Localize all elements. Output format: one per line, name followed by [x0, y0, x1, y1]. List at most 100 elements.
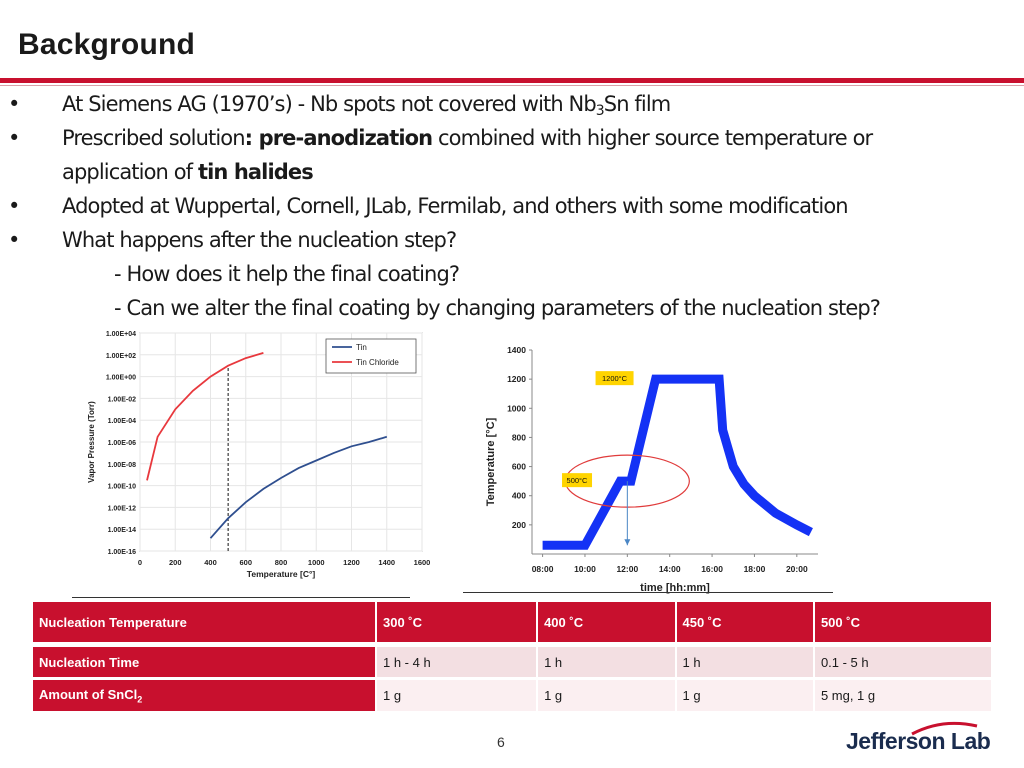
- y-tick-label: 1.00E-06: [108, 440, 137, 447]
- table-header-row: Nucleation Temperature 300 ˚C 400 ˚C 450…: [33, 602, 993, 647]
- table-row-label: Nucleation Time: [33, 647, 377, 680]
- x-tick-label: 12:00: [616, 564, 638, 574]
- x-tick-label: 1000: [308, 558, 325, 567]
- table-cell: 1 h: [538, 647, 677, 680]
- table-cell: 1 h - 4 h: [377, 647, 539, 680]
- bullet-3: Adopted at Wuppertal, Cornell, JLab, Fer…: [62, 194, 849, 218]
- jefferson-lab-logo: Jefferson Lab: [842, 720, 992, 760]
- table-header-cell: Nucleation Temperature: [33, 602, 377, 647]
- table-cell: 1 g: [538, 680, 677, 711]
- bullet-2-line2-bold: tin halides: [197, 160, 314, 184]
- annotation-1200-label: 1200°C: [602, 374, 628, 383]
- table-header-cell: 400 ˚C: [538, 602, 677, 647]
- y-tick-label: 1.00E+02: [106, 353, 136, 360]
- bullet-2-text-end: combined with higher source temperature …: [432, 126, 873, 150]
- y-tick-label: 1400: [507, 345, 526, 355]
- series-line-tin: [209, 435, 388, 539]
- y-tick-label: 1.00E-10: [108, 484, 137, 491]
- table-cell: 1 g: [676, 680, 815, 711]
- bullet-2: Prescribed solution: pre-anodization com…: [62, 126, 873, 150]
- y-tick-label: 1.00E-02: [108, 396, 137, 403]
- table-cell: 5 mg, 1 g: [814, 680, 993, 711]
- x-tick-label: 18:00: [744, 564, 766, 574]
- y-tick-label: 200: [512, 520, 526, 530]
- bullet-marker: •: [8, 228, 21, 252]
- x-tick-label: 08:00: [532, 564, 554, 574]
- annotation-arrowhead: [624, 539, 631, 546]
- bullet-2-line2-text: application of: [62, 160, 198, 184]
- title-divider: [0, 78, 1024, 83]
- bullet-marker: •: [8, 92, 21, 116]
- y-tick-label: 1200: [507, 374, 526, 384]
- nucleation-parameters-table: Nucleation Temperature 300 ˚C 400 ˚C 450…: [33, 602, 993, 711]
- y-tick-label: 800: [512, 432, 526, 442]
- bullet-1: At Siemens AG (1970’s) - Nb spots not co…: [62, 92, 671, 119]
- temperature-profile-chart: 200 400 600 800 1000 1200 1400 08:00 10:00 12:00 1…: [485, 345, 818, 594]
- series-line-tin-chloride: [146, 352, 264, 481]
- y-axis-label: Vapor Pressure (Torr): [87, 401, 96, 483]
- table-row: Nucleation Time 1 h - 4 h 1 h 1 h 0.1 - …: [33, 647, 993, 680]
- y-tick-label: 1.00E+04: [106, 331, 136, 338]
- row-label-text: Amount of SnCl: [39, 686, 138, 702]
- chart-2-underline: [463, 592, 833, 593]
- legend-label: Tin: [356, 343, 367, 352]
- chart-1-underline: [72, 597, 410, 598]
- x-tick-label: 20:00: [786, 564, 808, 574]
- x-tick-label: 400: [204, 558, 217, 567]
- x-tick-label: 600: [239, 558, 252, 567]
- x-tick-label: 0: [138, 558, 142, 567]
- annotation-500-box: [562, 473, 593, 488]
- table-header-cell: 450 ˚C: [676, 602, 815, 647]
- y-tick-label: 1.00E-16: [108, 549, 137, 556]
- page-number: 6: [497, 734, 505, 750]
- logo-swoosh-icon: [911, 721, 978, 736]
- x-tick-label: 14:00: [659, 564, 681, 574]
- x-tick-label: 1400: [378, 558, 395, 567]
- bullet-2-text: Prescribed solution: [62, 126, 246, 150]
- x-tick-label: 16:00: [701, 564, 723, 574]
- temperature-profile-line: [542, 374, 813, 550]
- y-tick-label: 1000: [507, 403, 526, 413]
- y-tick-label: 1.00E-04: [108, 418, 137, 425]
- table-cell: 0.1 - 5 h: [814, 647, 993, 680]
- y-tick-label: 600: [512, 462, 526, 472]
- vapor-pressure-chart: 0 200 400 600 800 1000 1200 1400 1600 1.00E+04 1.0…: [87, 331, 431, 579]
- bullet-1-text: At Siemens AG (1970’s) - Nb spots not co…: [62, 92, 597, 116]
- y-tick-label: 1.00E-08: [108, 462, 137, 469]
- bullet-marker: •: [8, 194, 21, 218]
- annotation-500-label: 500°C: [567, 476, 589, 485]
- table-cell: 1 g: [377, 680, 539, 711]
- row-label-subscript: 2: [137, 694, 143, 705]
- legend-box: [325, 338, 417, 374]
- table-row-label: Amount of SnCl2: [33, 680, 377, 711]
- bullet-1-text-end: Sn film: [603, 92, 671, 116]
- y-axis-label: Temperature [°C]: [485, 417, 497, 506]
- table-cell: 1 h: [676, 647, 815, 680]
- table-header-cell: 500 ˚C: [814, 602, 993, 647]
- bullet-2-bold: : pre-anodization: [244, 126, 433, 150]
- bullet-4-sub-1: - How does it help the final coating?: [114, 262, 460, 286]
- y-tick-label: 400: [512, 491, 526, 501]
- bullet-4-sub-2: - Can we alter the final coating by chan…: [114, 296, 881, 320]
- x-tick-label: 10:00: [574, 564, 596, 574]
- table-header-cell: 300 ˚C: [377, 602, 539, 647]
- title-divider-shadow: [0, 85, 1024, 86]
- bullet-4: What happens after the nucleation step?: [62, 228, 457, 252]
- bullet-marker: •: [8, 126, 21, 150]
- y-tick-label: 1.00E+00: [106, 375, 136, 382]
- annotation-1200-box: [595, 371, 634, 386]
- table-row: Amount of SnCl2 1 g 1 g 1 g 5 mg, 1 g: [33, 680, 993, 711]
- bullet-2-continued: application of tin halides: [62, 160, 314, 184]
- x-tick-label: 1200: [343, 558, 360, 567]
- y-tick-label: 1.00E-14: [108, 527, 137, 534]
- x-axis-label: Temperature [C°]: [247, 569, 316, 579]
- y-tick-label: 1.00E-12: [108, 505, 137, 512]
- x-axis-label: time [hh:mm]: [640, 582, 710, 594]
- x-tick-label: 200: [169, 558, 182, 567]
- bullet-1-subscript: 3: [595, 103, 605, 119]
- x-tick-label: 800: [275, 558, 288, 567]
- slide-title: Background: [18, 28, 196, 61]
- x-tick-label: 1600: [414, 558, 431, 567]
- legend-label: Tin Chloride: [356, 358, 399, 367]
- logo-text: Jefferson Lab: [846, 728, 991, 754]
